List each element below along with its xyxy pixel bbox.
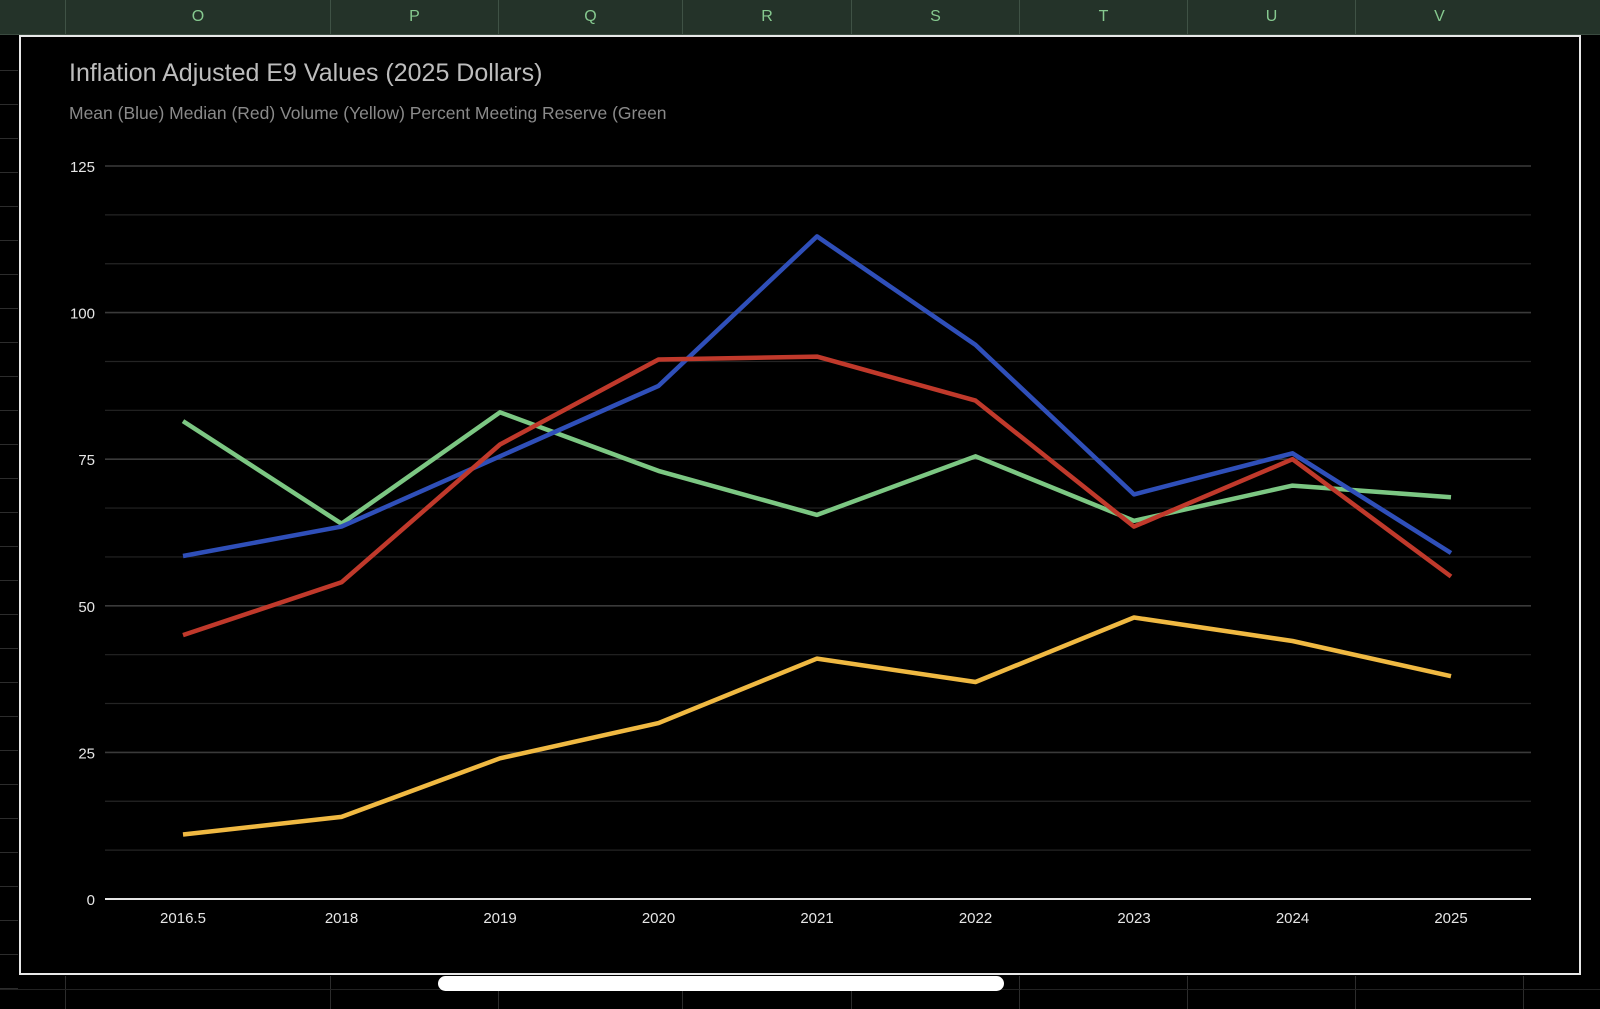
x-tick-label: 2018: [325, 910, 358, 927]
x-tick-label: 2016.5: [160, 910, 206, 927]
y-tick-label: 50: [78, 599, 95, 616]
row-gridline: [0, 512, 18, 513]
x-tick-label: 2025: [1434, 910, 1467, 927]
chart-subtitle: Mean (Blue) Median (Red) Volume (Yellow)…: [69, 103, 667, 123]
row-gridline: [0, 308, 18, 309]
row-gridline: [0, 784, 18, 785]
chart-title: Inflation Adjusted E9 Values (2025 Dolla…: [69, 59, 543, 87]
column-header-s[interactable]: S: [851, 0, 1019, 34]
row-gridline: [0, 580, 18, 581]
row-gridline: [0, 206, 18, 207]
column-header-v[interactable]: V: [1355, 0, 1523, 34]
x-tick-label: 2024: [1276, 910, 1309, 927]
mean-series-line: [182, 234, 1453, 559]
column-gridline: [330, 976, 331, 1009]
column-gridline: [1019, 976, 1020, 1009]
row-gridline: [0, 614, 18, 615]
row-gridline: [0, 988, 18, 989]
row-gridline: [0, 410, 18, 411]
column-gridline: [682, 976, 683, 1009]
row-gridline: [0, 852, 18, 853]
column-gridline: [1355, 976, 1356, 1009]
row-gridline: [0, 886, 18, 887]
y-tick-label: 75: [78, 452, 95, 469]
y-tick-label: 125: [70, 159, 95, 176]
column-gridline: [498, 976, 499, 1009]
column-gridline: [1523, 976, 1524, 1009]
column-gridline: [65, 976, 66, 1009]
row-gridline: [0, 70, 18, 71]
x-tick-label: 2022: [959, 910, 992, 927]
x-tick-label: 2020: [642, 910, 675, 927]
row-gridline: [0, 716, 18, 717]
column-header-t[interactable]: T: [1019, 0, 1187, 34]
column-header-o[interactable]: O: [65, 0, 330, 34]
row-gridline: [0, 750, 18, 751]
line-chart: 0 25 50 75 100 125 2016.5 2018 2019 2020 2021 2022 2…: [70, 159, 1531, 927]
x-tick-label: 2023: [1117, 910, 1150, 927]
volume-series-line: [182, 615, 1452, 837]
column-header-u[interactable]: U: [1187, 0, 1355, 34]
row-gridline: [0, 682, 18, 683]
y-tick-label: 25: [78, 745, 95, 762]
row-gridline: [0, 648, 18, 649]
y-tick-label: 0: [87, 892, 95, 909]
row-gridline: [0, 546, 18, 547]
row-gridline: [0, 818, 18, 819]
column-gridline: [1187, 976, 1188, 1009]
y-tick-label: 100: [70, 306, 95, 323]
sheet-right-edge: [1581, 35, 1600, 975]
row-gridline: [0, 444, 18, 445]
row-gridline: [0, 138, 18, 139]
row-gridline: [0, 104, 18, 105]
percent-reserve-series-line: [181, 410, 1452, 526]
x-tick-label: 2019: [483, 910, 516, 927]
row-gridline: [0, 920, 18, 921]
row-gridline: [0, 954, 18, 955]
row-gridline: [0, 274, 18, 275]
row-gridline: [0, 172, 18, 173]
column-header-q[interactable]: Q: [498, 0, 682, 34]
row-gridline: [0, 478, 18, 479]
row-gridline: [0, 376, 18, 377]
column-header-r[interactable]: R: [682, 0, 851, 34]
horizontal-scroll-handle[interactable]: [438, 976, 1004, 991]
row-gridline: [0, 342, 18, 343]
x-tick-label: 2021: [800, 910, 833, 927]
row-gridline: [0, 240, 18, 241]
chart-card[interactable]: Inflation Adjusted E9 Values (2025 Dolla…: [19, 35, 1581, 975]
column-gridline: [851, 976, 852, 1009]
column-header-p[interactable]: P: [330, 0, 498, 34]
median-series-line: [182, 354, 1453, 638]
